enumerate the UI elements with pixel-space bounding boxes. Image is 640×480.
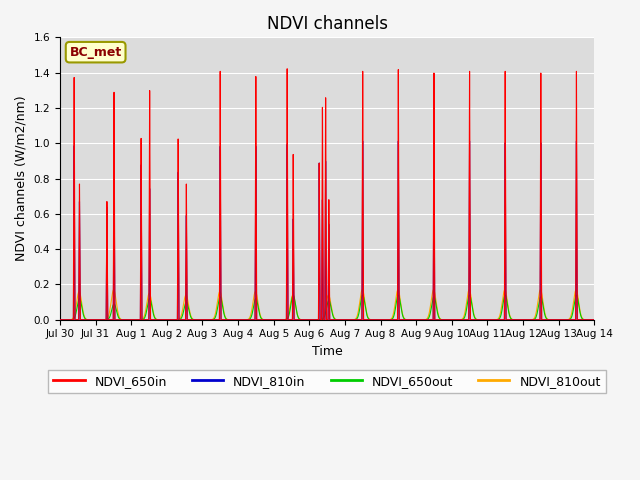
- Legend: NDVI_650in, NDVI_810in, NDVI_650out, NDVI_810out: NDVI_650in, NDVI_810in, NDVI_650out, NDV…: [49, 370, 606, 393]
- X-axis label: Time: Time: [312, 345, 342, 358]
- Y-axis label: NDVI channels (W/m2/nm): NDVI channels (W/m2/nm): [15, 96, 28, 262]
- Title: NDVI channels: NDVI channels: [267, 15, 388, 33]
- Text: BC_met: BC_met: [70, 46, 122, 59]
